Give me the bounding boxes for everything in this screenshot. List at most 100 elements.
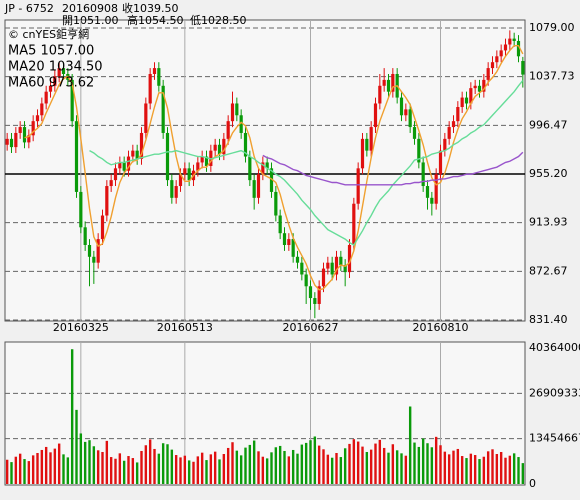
candle-body [287,239,291,245]
candle-body [213,144,217,151]
candle-body [425,186,430,198]
volume-bar [157,453,161,484]
candle-body [339,256,343,266]
volume-bar [161,443,165,484]
volume-bar [296,453,299,484]
candle-body [135,150,139,159]
volume-bar [235,450,239,484]
candle-body [430,197,434,204]
y-tick-label: 1079.00 [529,21,575,34]
candle-body [451,121,456,128]
candle-body [378,85,382,104]
marks [5,30,525,484]
candle-body [464,97,469,104]
volume-bar [361,446,364,484]
candle-body [248,156,252,181]
volume-bar [18,453,22,484]
volume-bar [439,445,442,484]
volume-bar [127,456,130,484]
volume-bar [356,441,360,484]
volume-bar [218,459,221,484]
volume-bar [495,454,499,484]
volume-bar [75,409,78,484]
candle-body [417,138,421,163]
volume-bar [205,460,208,484]
candle-body [434,174,438,204]
symbol: JP - 6752 [4,2,54,15]
volume-bar [378,439,382,484]
ma-line [24,44,524,291]
volume-bar [326,454,330,484]
volume-bar [209,454,213,484]
y-tick-label: 1037.73 [529,70,575,83]
volume-bar [148,439,152,484]
volume-bar [44,446,48,484]
volume-bar [408,406,412,484]
volume-bar [196,456,200,484]
volume-bar [447,454,451,484]
volume-bar [395,450,399,484]
volume-bar [122,460,126,484]
volume-bar [313,436,317,484]
candle-body [447,127,451,139]
candle-body [421,162,425,187]
candle-body [79,191,83,228]
candle-body [516,40,521,57]
volume-bar [517,457,520,484]
volume-bar [144,445,148,484]
candle-body [235,103,239,116]
volume-bar [239,455,243,484]
candle-body [274,191,278,216]
volume-bar [348,443,351,484]
candle-body [404,109,408,116]
volume-bar [40,449,44,484]
candle-body [477,85,482,92]
volume-bar [278,445,282,484]
volume-bar [66,457,70,484]
volume-bar [36,453,39,484]
candle-body [313,298,317,304]
x-tick-label: 20160513 [157,321,213,334]
volume-bar [465,458,468,484]
candle-body [386,79,391,92]
candle-body [70,79,74,122]
candle-body [456,107,460,122]
volume-bar [400,453,403,484]
volume-bar [79,433,83,484]
volume-bar [486,451,490,484]
volume-bar [252,440,256,484]
candle-body [300,262,304,275]
volume-bar [309,440,312,484]
grid: 831.40 872.67 913.93 955.20 996.47 1037.73 107… [5,20,580,490]
volume-bar [426,443,429,484]
candle-body [412,127,417,139]
volume-bar [382,447,386,484]
volume-bar [213,451,217,484]
candle-body [495,56,499,63]
volume-bar [335,453,338,484]
volume-bar [304,442,308,484]
volume-bar [14,456,18,484]
candle-body [170,180,174,198]
candle-body [118,162,122,169]
candle-body [360,138,365,169]
volume-bar [504,457,507,484]
candle-body [96,239,100,263]
candle-body [356,168,360,204]
volume-bar [330,457,334,484]
candle-body [109,180,113,187]
candle-body [226,121,230,139]
volume-bar [270,452,273,484]
volume-bar [443,451,447,484]
volume-bar [291,449,295,484]
candle-body [148,73,152,104]
candle-body [83,227,87,245]
candle-body [282,233,287,245]
candle-body [486,68,490,80]
candle-body [278,215,282,234]
volume-bar [460,456,464,484]
candle-body [165,132,170,181]
volume-tick-label: 26909333 [529,386,580,399]
volume-bar [287,456,291,484]
candle-body [183,168,187,175]
